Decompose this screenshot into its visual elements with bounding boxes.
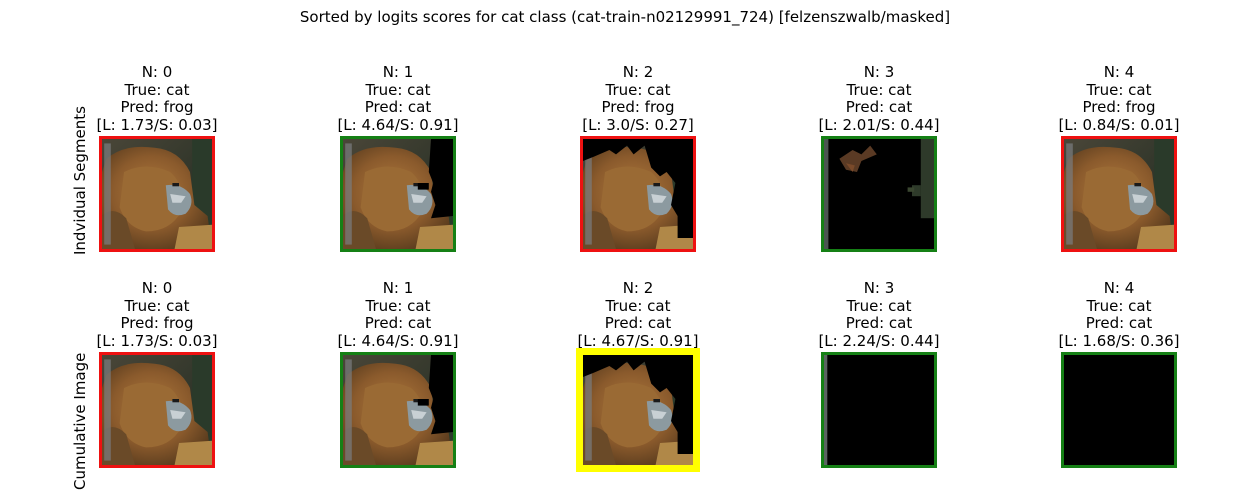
panel-image <box>1064 355 1174 465</box>
panel-image <box>102 355 212 465</box>
panel-index: N: 4 <box>1103 63 1135 81</box>
panel-image-frame <box>580 136 696 252</box>
panel-true-label: True: cat <box>124 80 190 99</box>
panel-title: N: 4 True: cat Pred: frog [L: 0.84/S: 0.… <box>999 63 1239 134</box>
panel-index: N: 3 <box>863 279 895 297</box>
panel-pred-label: Pred: frog <box>120 98 194 116</box>
panel-image <box>583 355 693 465</box>
panel-image-frame <box>340 136 456 252</box>
panel-true-label: True: cat <box>605 296 671 315</box>
panel-image-frame <box>576 348 700 472</box>
panel-image-frame <box>821 136 937 252</box>
panel-image-frame <box>1061 136 1177 252</box>
panel-image <box>102 139 212 249</box>
panel-image <box>1064 139 1174 249</box>
panel-pred-label: Pred: cat <box>604 314 672 332</box>
panel-r1-c1: N: 1 True: cat Pred: cat [L: 4.64/S: 0.9… <box>278 279 518 468</box>
panel-score: [L: 2.01/S: 0.44] <box>818 115 940 134</box>
panel-score: [L: 4.67/S: 0.91] <box>577 331 699 350</box>
panel-score: [L: 2.24/S: 0.44] <box>818 331 940 350</box>
panel-score: [L: 3.0/S: 0.27] <box>582 115 694 134</box>
panel-score: [L: 1.73/S: 0.03] <box>96 331 218 350</box>
panel-r0-c3: N: 3 True: cat Pred: cat [L: 2.01/S: 0.4… <box>759 63 999 252</box>
panel-r1-c4: N: 4 True: cat Pred: cat [L: 1.68/S: 0.3… <box>999 279 1239 468</box>
panel-pred-label: Pred: cat <box>1085 314 1153 332</box>
panel-r1-c0: N: 0 True: cat Pred: frog [L: 1.73/S: 0.… <box>37 279 277 468</box>
panel-index: N: 0 <box>141 63 173 81</box>
panel-image-frame <box>99 352 215 468</box>
panel-pred-label: Pred: cat <box>845 314 913 332</box>
panel-r0-c2: N: 2 True: cat Pred: frog [L: 3.0/S: 0.2… <box>518 63 758 252</box>
panel-r0-c0: N: 0 True: cat Pred: frog [L: 1.73/S: 0.… <box>37 63 277 252</box>
panel-true-label: True: cat <box>365 296 431 315</box>
panel-title: N: 3 True: cat Pred: cat [L: 2.24/S: 0.4… <box>759 279 999 350</box>
panel-title: N: 2 True: cat Pred: cat [L: 4.67/S: 0.9… <box>518 279 758 350</box>
panel-score: [L: 0.84/S: 0.01] <box>1058 115 1180 134</box>
panel-image <box>583 139 693 249</box>
panel-image <box>824 139 934 249</box>
panel-image-frame <box>1061 352 1177 468</box>
panel-index: N: 2 <box>622 279 654 297</box>
panel-image <box>824 355 934 465</box>
panel-title: N: 4 True: cat Pred: cat [L: 1.68/S: 0.3… <box>999 279 1239 350</box>
panel-true-label: True: cat <box>605 80 671 99</box>
panel-r0-c1: N: 1 True: cat Pred: cat [L: 4.64/S: 0.9… <box>278 63 518 252</box>
panel-image-frame <box>340 352 456 468</box>
panel-pred-label: Pred: frog <box>120 314 194 332</box>
panel-image-frame <box>821 352 937 468</box>
panel-pred-label: Pred: cat <box>845 98 913 116</box>
panel-title: N: 0 True: cat Pred: frog [L: 1.73/S: 0.… <box>37 279 277 350</box>
panel-r1-c3: N: 3 True: cat Pred: cat [L: 2.24/S: 0.4… <box>759 279 999 468</box>
panel-title: N: 3 True: cat Pred: cat [L: 2.01/S: 0.4… <box>759 63 999 134</box>
panel-index: N: 0 <box>141 279 173 297</box>
panel-score: [L: 1.68/S: 0.36] <box>1058 331 1180 350</box>
panel-score: [L: 4.64/S: 0.91] <box>337 331 459 350</box>
panel-title: N: 2 True: cat Pred: frog [L: 3.0/S: 0.2… <box>518 63 758 134</box>
panel-true-label: True: cat <box>1086 80 1152 99</box>
panel-r0-c4: N: 4 True: cat Pred: frog [L: 0.84/S: 0.… <box>999 63 1239 252</box>
panel-image <box>343 139 453 249</box>
panel-image <box>343 355 453 465</box>
panel-true-label: True: cat <box>846 80 912 99</box>
panel-title: N: 1 True: cat Pred: cat [L: 4.64/S: 0.9… <box>278 63 518 134</box>
panel-pred-label: Pred: cat <box>364 98 432 116</box>
panel-image-frame <box>99 136 215 252</box>
panel-pred-label: Pred: cat <box>364 314 432 332</box>
panel-title: N: 0 True: cat Pred: frog [L: 1.73/S: 0.… <box>37 63 277 134</box>
panel-r1-c2: N: 2 True: cat Pred: cat [L: 4.67/S: 0.9… <box>518 279 758 472</box>
panel-true-label: True: cat <box>1086 296 1152 315</box>
panel-true-label: True: cat <box>124 296 190 315</box>
panel-index: N: 3 <box>863 63 895 81</box>
panel-true-label: True: cat <box>846 296 912 315</box>
panel-pred-label: Pred: frog <box>601 98 675 116</box>
panel-index: N: 1 <box>382 279 414 297</box>
panel-index: N: 4 <box>1103 279 1135 297</box>
panel-index: N: 1 <box>382 63 414 81</box>
figure-title: Sorted by logits scores for cat class (c… <box>299 8 951 26</box>
panel-index: N: 2 <box>622 63 654 81</box>
panel-pred-label: Pred: frog <box>1082 98 1156 116</box>
panel-score: [L: 4.64/S: 0.91] <box>337 115 459 134</box>
panel-title: N: 1 True: cat Pred: cat [L: 4.64/S: 0.9… <box>278 279 518 350</box>
panel-true-label: True: cat <box>365 80 431 99</box>
panel-score: [L: 1.73/S: 0.03] <box>96 115 218 134</box>
